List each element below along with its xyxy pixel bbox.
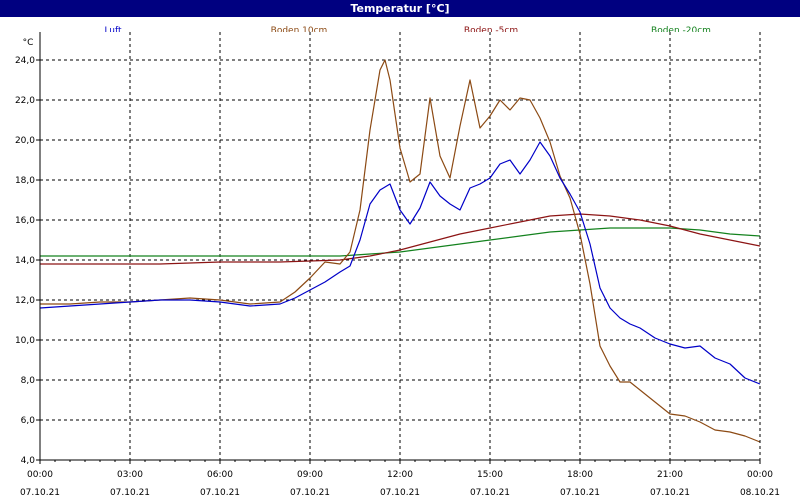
x-tick-date: 07.10.21	[380, 488, 420, 498]
series-line-boden-5cm	[40, 213, 761, 265]
x-tick-date: 07.10.21	[470, 488, 510, 498]
y-tick-label: 10,0	[15, 336, 35, 346]
x-tick-time: 00:00	[747, 470, 773, 480]
x-tick-time: 12:00	[387, 470, 413, 480]
x-tick-date: 07.10.21	[200, 488, 240, 498]
y-tick-label: 18,0	[15, 176, 35, 186]
x-tick-time: 00:00	[27, 470, 53, 480]
x-tick-time: 09:00	[297, 470, 323, 480]
x-tick-date: 08.10.21	[740, 488, 780, 498]
x-tick-date: 07.10.21	[650, 488, 690, 498]
legend-item: Boden -20cm	[651, 26, 711, 36]
x-tick-time: 15:00	[477, 470, 503, 480]
x-tick-date: 07.10.21	[290, 488, 330, 498]
x-tick-date: 07.10.21	[20, 488, 60, 498]
y-tick-label: 24,0	[15, 56, 35, 66]
x-tick-time: 18:00	[567, 470, 593, 480]
y-tick-label: 14,0	[15, 256, 35, 266]
x-tick-date: 07.10.21	[560, 488, 600, 498]
plot-area	[39, 32, 761, 460]
series-line-boden-10cm	[40, 59, 761, 443]
temperature-chart: Luft Boden 10cm Boden -5cm Boden -20cm 4,0 6…	[15, 26, 780, 498]
y-tick-label: 12,0	[15, 296, 35, 306]
y-tick-label: 16,0	[15, 216, 35, 226]
legend: Luft Boden 10cm Boden -5cm Boden -20cm	[104, 26, 711, 36]
y-unit-label: °C	[23, 38, 34, 48]
y-tick-label: 20,0	[15, 136, 35, 146]
plot-background	[40, 32, 760, 460]
x-tick-time: 03:00	[117, 470, 143, 480]
x-tick-time: 21:00	[657, 470, 683, 480]
legend-item: Boden -5cm	[464, 26, 518, 36]
window-title: Temperatur [°C]	[0, 0, 800, 17]
x-tick-time: 06:00	[207, 470, 233, 480]
series-line-boden-20cm	[40, 227, 761, 257]
legend-item: Boden 10cm	[271, 26, 328, 36]
series-line-luft	[39, 141, 761, 385]
y-tick-label: 8,0	[21, 376, 36, 386]
y-tick-label: 4,0	[21, 456, 36, 466]
axes: 4,0 6,0 8,0 10,0 12,0 14,0 16,0 18,0 20,0 22,0 24,…	[15, 32, 780, 498]
y-tick-label: 6,0	[21, 416, 36, 426]
y-tick-label: 22,0	[15, 96, 35, 106]
x-tick-date: 07.10.21	[110, 488, 150, 498]
legend-item: Luft	[104, 26, 122, 36]
